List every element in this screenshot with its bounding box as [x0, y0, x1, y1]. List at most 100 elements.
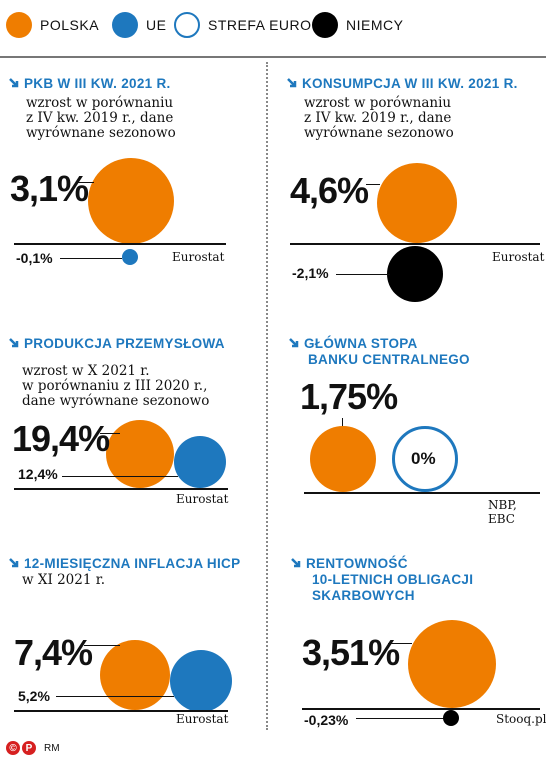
subtitle-line: wyrównane sezonowo — [304, 125, 454, 141]
legend-item-ue: UE — [112, 10, 166, 40]
value-polska: 7,4% — [14, 632, 93, 673]
value-polska: 3,1% — [10, 168, 89, 209]
leader-line — [56, 696, 174, 697]
bubble-polska — [310, 426, 376, 492]
arrow-down-right-icon — [291, 558, 301, 568]
bubble-ue — [122, 249, 138, 265]
legend-swatch-polska — [6, 12, 32, 38]
value-niemcy: -2,1% — [292, 265, 329, 281]
bubble-polska — [408, 620, 496, 708]
panel-title: PRODUKCJA PRZEMYSŁOWA — [8, 336, 225, 352]
baseline — [302, 708, 540, 710]
value-polska: 4,6% — [290, 170, 369, 211]
bubble-polska — [106, 420, 174, 488]
subtitle-line: w porównaniu z III 2020 r., — [22, 378, 208, 394]
value-polska: 3,51% — [302, 632, 400, 673]
legend: POLSKA UE STREFA EURO NIEMCY — [0, 0, 546, 56]
value-strefa-euro: 0% — [411, 449, 436, 468]
legend-swatch-ue — [112, 12, 138, 38]
subtitle-line: wzrost w porównaniu — [304, 95, 452, 111]
source-label: Eurostat — [176, 492, 229, 506]
subtitle-line: z IV kw. 2019 r., dane — [26, 110, 174, 126]
leader-line — [366, 184, 380, 185]
subtitle-line: w XI 2021 r. — [22, 572, 105, 588]
legend-swatch-niemcy — [312, 12, 338, 38]
panel-title-text: PKB W III KW. 2021 R. — [24, 76, 171, 91]
baseline — [14, 243, 226, 245]
leader-line — [336, 274, 390, 275]
leader-line — [60, 258, 122, 259]
author-credit: RM — [44, 742, 60, 754]
panel-title: 12-MIESIĘCZNA INFLACJA HICP — [8, 556, 240, 572]
legend-label: UE — [146, 17, 167, 33]
panel-title: PKB W III KW. 2021 R. — [8, 76, 171, 92]
legend-swatch-strefa-euro — [174, 12, 200, 38]
panel-title: RENTOWNOŚĆ 10-LETNICH OBLIGACJI SKARBOWY… — [290, 556, 473, 604]
source-label: NBP, EBC — [488, 498, 517, 526]
bubble-niemcy — [387, 246, 443, 302]
leader-line — [342, 418, 343, 428]
subtitle-line: wzrost w X 2021 r. — [22, 363, 150, 379]
arrow-down-right-icon — [9, 338, 19, 348]
copyright-logo: P — [22, 741, 36, 755]
bubble-niemcy — [443, 710, 459, 726]
panel-subtitle: wzrost w X 2021 r. w porównaniu z III 20… — [22, 364, 209, 409]
baseline — [14, 488, 228, 490]
leader-line — [84, 645, 120, 646]
source-label: Stooq.pl — [496, 712, 546, 726]
panel-title: GŁÓWNA STOPA BANKU CENTRALNEGO — [288, 336, 470, 368]
panel-subtitle: wzrost w porównaniu z IV kw. 2019 r., da… — [304, 96, 454, 141]
value-ue: 5,2% — [18, 688, 50, 704]
leader-line — [388, 643, 412, 644]
source-label: Eurostat — [492, 250, 545, 264]
baseline — [14, 710, 228, 712]
column-divider — [266, 62, 268, 730]
baseline — [304, 492, 540, 494]
arrow-down-right-icon — [9, 78, 19, 88]
leader-line — [76, 182, 94, 183]
subtitle-line: dane wyrównane sezonowo — [22, 393, 210, 409]
panel-title-text: 10-LETNICH OBLIGACJI — [312, 572, 474, 587]
value-ue: 12,4% — [18, 466, 58, 482]
value-niemcy: -0,23% — [304, 712, 349, 728]
panel-title: KONSUMPCJA W III KW. 2021 R. — [286, 76, 518, 92]
value-polska: 19,4% — [12, 418, 110, 459]
panel-title-text: KONSUMPCJA W III KW. 2021 R. — [302, 76, 518, 91]
baseline — [290, 243, 540, 245]
bubble-ue — [174, 436, 226, 488]
value-polska: 1,75% — [300, 376, 398, 417]
source-label: Eurostat — [176, 712, 229, 726]
bubble-polska — [88, 158, 174, 244]
panel-title-text: RENTOWNOŚĆ — [306, 556, 408, 571]
panel-title-text: BANKU CENTRALNEGO — [308, 352, 470, 367]
panel-subtitle: w XI 2021 r. — [22, 573, 105, 588]
leader-line — [62, 476, 178, 477]
legend-label: STREFA EURO — [208, 17, 312, 33]
legend-divider — [0, 56, 546, 58]
source-label: Eurostat — [172, 250, 225, 264]
panel-subtitle: wzrost w porównaniu z IV kw. 2019 r., da… — [26, 96, 176, 141]
bubble-strefa-euro — [392, 426, 458, 492]
arrow-down-right-icon — [287, 78, 297, 88]
panel-title-text: GŁÓWNA STOPA — [304, 336, 418, 351]
arrow-down-right-icon — [289, 338, 299, 348]
footer: © P RM — [6, 740, 60, 756]
value-ue: -0,1% — [16, 250, 53, 266]
legend-label: NIEMCY — [346, 17, 404, 33]
arrow-down-right-icon — [9, 558, 19, 568]
legend-label: POLSKA — [40, 17, 100, 33]
panel-title-text: PRODUKCJA PRZEMYSŁOWA — [24, 336, 225, 351]
subtitle-line: wyrównane sezonowo — [26, 125, 176, 141]
copyright-logo: © — [6, 741, 20, 755]
bubble-polska — [100, 640, 170, 710]
subtitle-line: z IV kw. 2019 r., dane — [304, 110, 452, 126]
leader-line — [356, 718, 444, 719]
bubble-polska — [377, 163, 457, 243]
panel-title-text: SKARBOWYCH — [312, 588, 415, 603]
panel-title-text: 12-MIESIĘCZNA INFLACJA HICP — [24, 556, 241, 571]
leader-line — [100, 433, 120, 434]
legend-item-strefa-euro: STREFA EURO — [174, 10, 312, 40]
legend-item-polska: POLSKA — [6, 10, 99, 40]
bubble-ue — [170, 650, 232, 712]
legend-item-niemcy: NIEMCY — [312, 10, 403, 40]
